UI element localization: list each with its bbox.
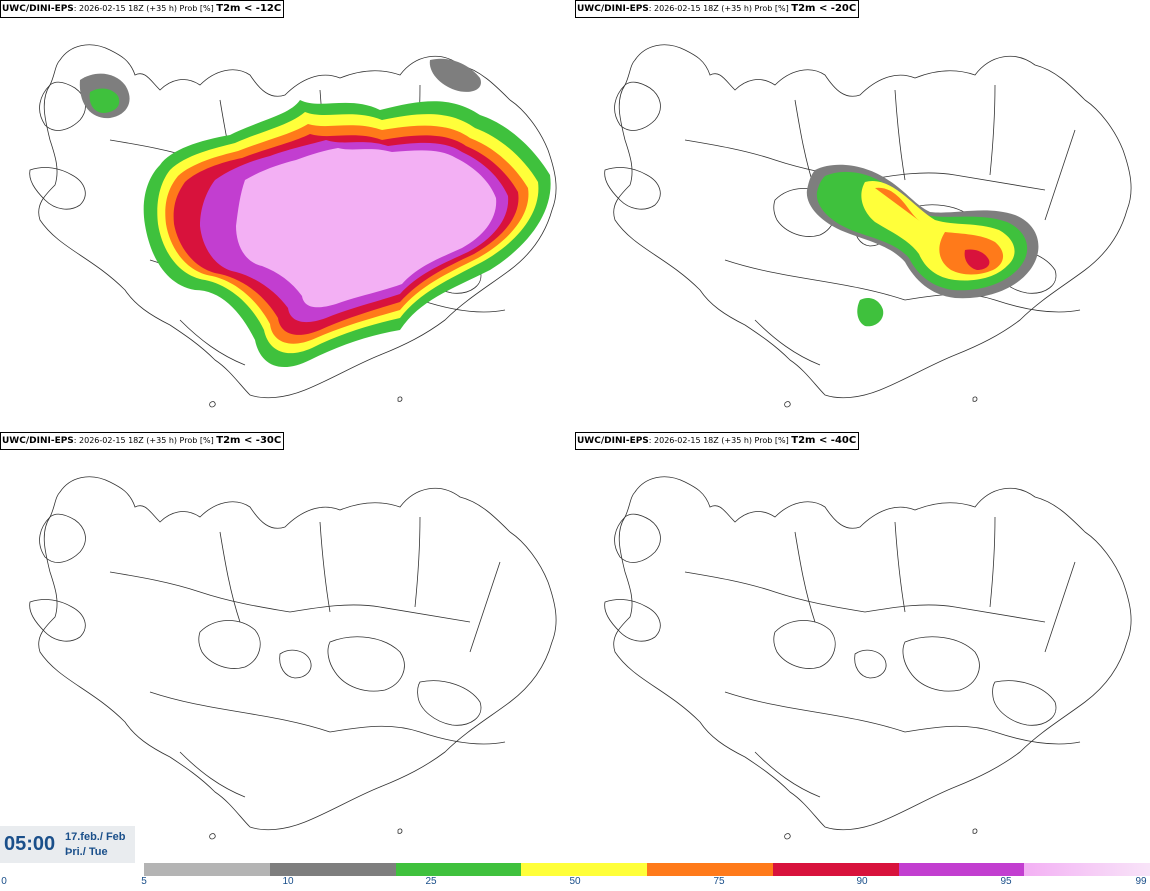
probability-field xyxy=(806,164,1039,327)
map-panel-t2m-40c: UWC/DINI-EPS: 2026-02-15 18Z (+35 h) Pro… xyxy=(575,432,1150,864)
colorbar-tick: 95 xyxy=(1000,876,1012,887)
colorbar-segment-50-75 xyxy=(521,863,647,876)
forecast-date: 17.feb./ Feb xyxy=(65,831,126,843)
colorbar-tick: 10 xyxy=(282,876,294,887)
colorbar-tick: 25 xyxy=(425,876,437,887)
map-panel-t2m-12c: UWC/DINI-EPS: 2026-02-15 18Z (+35 h) Pro… xyxy=(0,0,575,432)
colorbar-tick: 99 xyxy=(1135,876,1147,887)
probability-colorbar xyxy=(144,863,1150,876)
map-panel-t2m-30c: UWC/DINI-EPS: 2026-02-15 18Z (+35 h) Pro… xyxy=(0,432,575,864)
panel-title: UWC/DINI-EPS: 2026-02-15 18Z (+35 h) Pro… xyxy=(575,0,860,18)
iceland-map xyxy=(29,44,557,408)
forecast-time: 05:00 xyxy=(4,833,56,855)
colorbar-tick: 75 xyxy=(713,876,725,887)
colorbar-segment-10-25 xyxy=(269,863,396,876)
panel-title: UWC/DINI-EPS: 2026-02-15 18Z (+35 h) Pro… xyxy=(0,432,285,450)
forecast-time-box: 05:00 17.feb./ Feb Þri./ Tue xyxy=(0,826,135,863)
colorbar-segment-5-10 xyxy=(144,863,270,876)
colorbar-tick: 90 xyxy=(856,876,868,887)
colorbar-segment-75-90 xyxy=(647,863,773,876)
panel-title: UWC/DINI-EPS: 2026-02-15 18Z (+35 h) Pro… xyxy=(575,432,860,450)
panel-title: UWC/DINI-EPS: 2026-02-15 18Z (+35 h) Pro… xyxy=(0,0,285,18)
colorbar-segment-90-95 xyxy=(772,863,899,876)
iceland-map xyxy=(29,476,557,840)
iceland-map xyxy=(604,44,1132,408)
probability-field xyxy=(79,58,551,368)
colorbar-segment-95-99 xyxy=(898,863,1025,876)
forecast-day: Þri./ Tue xyxy=(65,846,108,858)
colorbar-ticks: 0 5 10 25 50 75 90 95 99 xyxy=(0,876,1150,891)
map-panel-t2m-20c: UWC/DINI-EPS: 2026-02-15 18Z (+35 h) Pro… xyxy=(575,0,1150,432)
colorbar-tick: 50 xyxy=(569,876,581,887)
colorbar-tick: 0 xyxy=(1,876,7,887)
colorbar-segment-25-50 xyxy=(395,863,522,876)
colorbar-segment-99 xyxy=(1024,863,1150,876)
colorbar-tick: 5 xyxy=(141,876,147,887)
iceland-map xyxy=(604,476,1132,840)
